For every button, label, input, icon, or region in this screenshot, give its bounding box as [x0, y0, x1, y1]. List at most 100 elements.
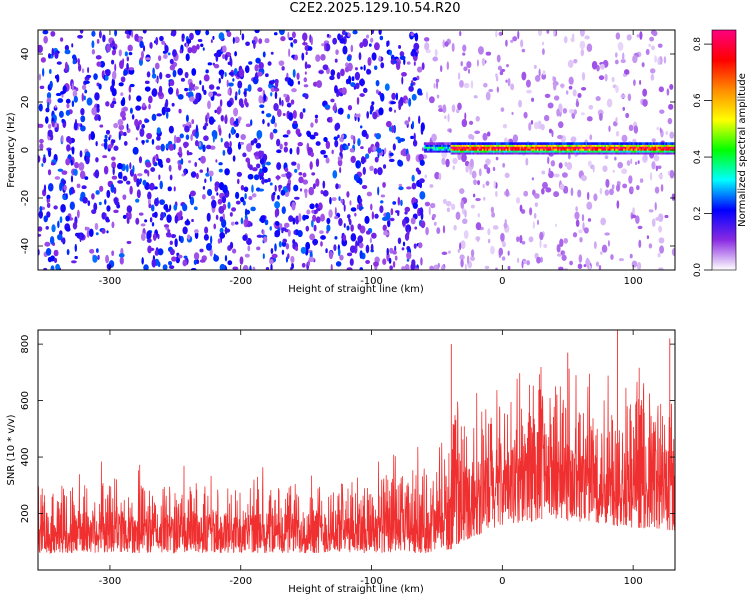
spectrogram-band-cell	[470, 142, 473, 145]
spectrogram-band-cell	[590, 150, 593, 153]
spectrogram-cell	[72, 59, 76, 65]
y-tick-label: 600	[20, 391, 31, 410]
spectrogram-band-cell	[538, 146, 541, 149]
spectrogram-cell	[144, 86, 151, 92]
spectrogram-cell	[541, 73, 547, 80]
spectrogram-band-cell	[441, 148, 444, 151]
spectrogram-cell	[539, 239, 542, 249]
spectrogram-cell	[218, 127, 222, 136]
spectrogram-cell	[502, 163, 506, 168]
spectrogram-cell	[193, 259, 197, 265]
spectrogram-cell	[125, 164, 129, 173]
spectrogram-band-cell	[529, 150, 532, 153]
spectrogram-cell	[218, 205, 225, 214]
spectrogram-band-cell	[450, 151, 453, 155]
spectrogram-band-cell	[615, 148, 618, 151]
spectrogram-cell	[55, 92, 62, 97]
spectrogram-cell	[84, 155, 87, 162]
spectrogram-cell	[442, 39, 446, 49]
spectrogram-cell	[247, 173, 254, 180]
spectrogram-cell	[241, 33, 245, 41]
spectrogram-cell	[599, 63, 605, 70]
spectrogram-cell	[98, 83, 102, 90]
spectrogram-cell	[247, 84, 252, 92]
spectrogram-band-cell	[563, 146, 566, 149]
spectrogram-cell	[217, 238, 221, 244]
spectrogram-band-cell	[579, 151, 582, 155]
spectrogram-band-cell	[458, 142, 461, 145]
spectrogram-band-cell	[467, 142, 470, 145]
spectrogram-band-cell	[475, 150, 478, 153]
spectrogram-cell	[347, 142, 350, 147]
spectrogram-band-cell	[560, 142, 563, 145]
spectrogram-band-cell	[527, 151, 530, 155]
spectrogram-cell	[135, 198, 140, 203]
spectrogram-band-cell	[431, 142, 434, 145]
spectrogram-cell	[219, 232, 226, 239]
spectrogram-cell	[212, 35, 215, 40]
spectrogram-cell	[419, 181, 423, 189]
spectrogram-band-cell	[522, 146, 525, 149]
spectrogram-cell	[521, 48, 526, 53]
spectrogram-cell	[463, 230, 469, 240]
spectrogram-cell	[505, 79, 508, 83]
spectrogram-band-cell	[593, 148, 596, 151]
spectrogram-cell	[191, 45, 198, 54]
spectrogram-band-cell	[500, 150, 503, 153]
spectrogram-band-cell	[632, 148, 635, 151]
spectrogram-band-cell	[530, 148, 533, 151]
spectrogram-cell	[70, 175, 74, 183]
spectrogram-cell	[410, 32, 414, 37]
spectrogram-cell	[325, 157, 330, 164]
spectrogram-cell	[273, 191, 276, 196]
spectrogram-cell	[652, 30, 658, 37]
spectrogram-cell	[408, 97, 412, 107]
spectrogram-band-cell	[667, 144, 670, 147]
spectrogram-band-cell	[494, 148, 497, 151]
spectrogram-cell	[200, 43, 204, 48]
spectrogram-cell	[655, 217, 661, 221]
spectrogram-cell	[315, 216, 321, 224]
spectrogram-cell	[136, 95, 142, 102]
spectrogram-cell	[382, 224, 387, 232]
spectrogram-band-cell	[423, 150, 426, 153]
spectrogram-band-cell	[433, 148, 436, 151]
spectrogram-band-cell	[580, 151, 583, 155]
spectrogram-cell	[325, 248, 328, 254]
spectrogram-cell	[121, 97, 126, 106]
spectrogram-band-cell	[544, 151, 547, 155]
spectrogram-band-cell	[635, 146, 638, 149]
spectrogram-band-cell	[448, 142, 451, 145]
spectrogram-cell	[516, 236, 520, 243]
spectrogram-cell	[311, 219, 314, 228]
spectrogram-band-cell	[500, 142, 503, 145]
spectrogram-band-cell	[437, 148, 440, 151]
spectrogram-cell	[168, 87, 174, 95]
spectrogram-cell	[136, 189, 141, 199]
spectrogram-band-cell	[442, 146, 445, 149]
spectrogram-band-cell	[499, 144, 502, 147]
spectrogram-band-cell	[444, 146, 447, 149]
spectrogram-cell	[261, 166, 268, 173]
spectrogram-cell	[540, 256, 543, 263]
spectrogram-band-cell	[659, 142, 662, 145]
spectrogram-cell	[177, 68, 183, 76]
spectrogram-cell	[351, 76, 355, 82]
spectrogram-band-cell	[665, 144, 668, 147]
spectrogram-band-cell	[671, 144, 674, 147]
spectrogram-band-cell	[481, 151, 484, 155]
spectrogram-cell	[242, 152, 247, 158]
spectrogram-cell	[586, 191, 590, 201]
spectrogram-band-cell	[645, 146, 648, 149]
spectrogram-cell	[274, 91, 278, 100]
spectrogram-cell	[111, 88, 117, 97]
spectrogram-cell	[61, 170, 68, 175]
spectrogram-cell	[48, 148, 52, 158]
spectrogram-cell	[520, 39, 524, 48]
spectrogram-cell	[72, 221, 78, 230]
spectrogram-cell	[271, 115, 275, 124]
spectrogram-band-cell	[544, 146, 547, 149]
spectrogram-cell	[79, 170, 86, 180]
spectrogram-cell	[510, 83, 515, 91]
spectrogram-cell	[365, 153, 370, 159]
